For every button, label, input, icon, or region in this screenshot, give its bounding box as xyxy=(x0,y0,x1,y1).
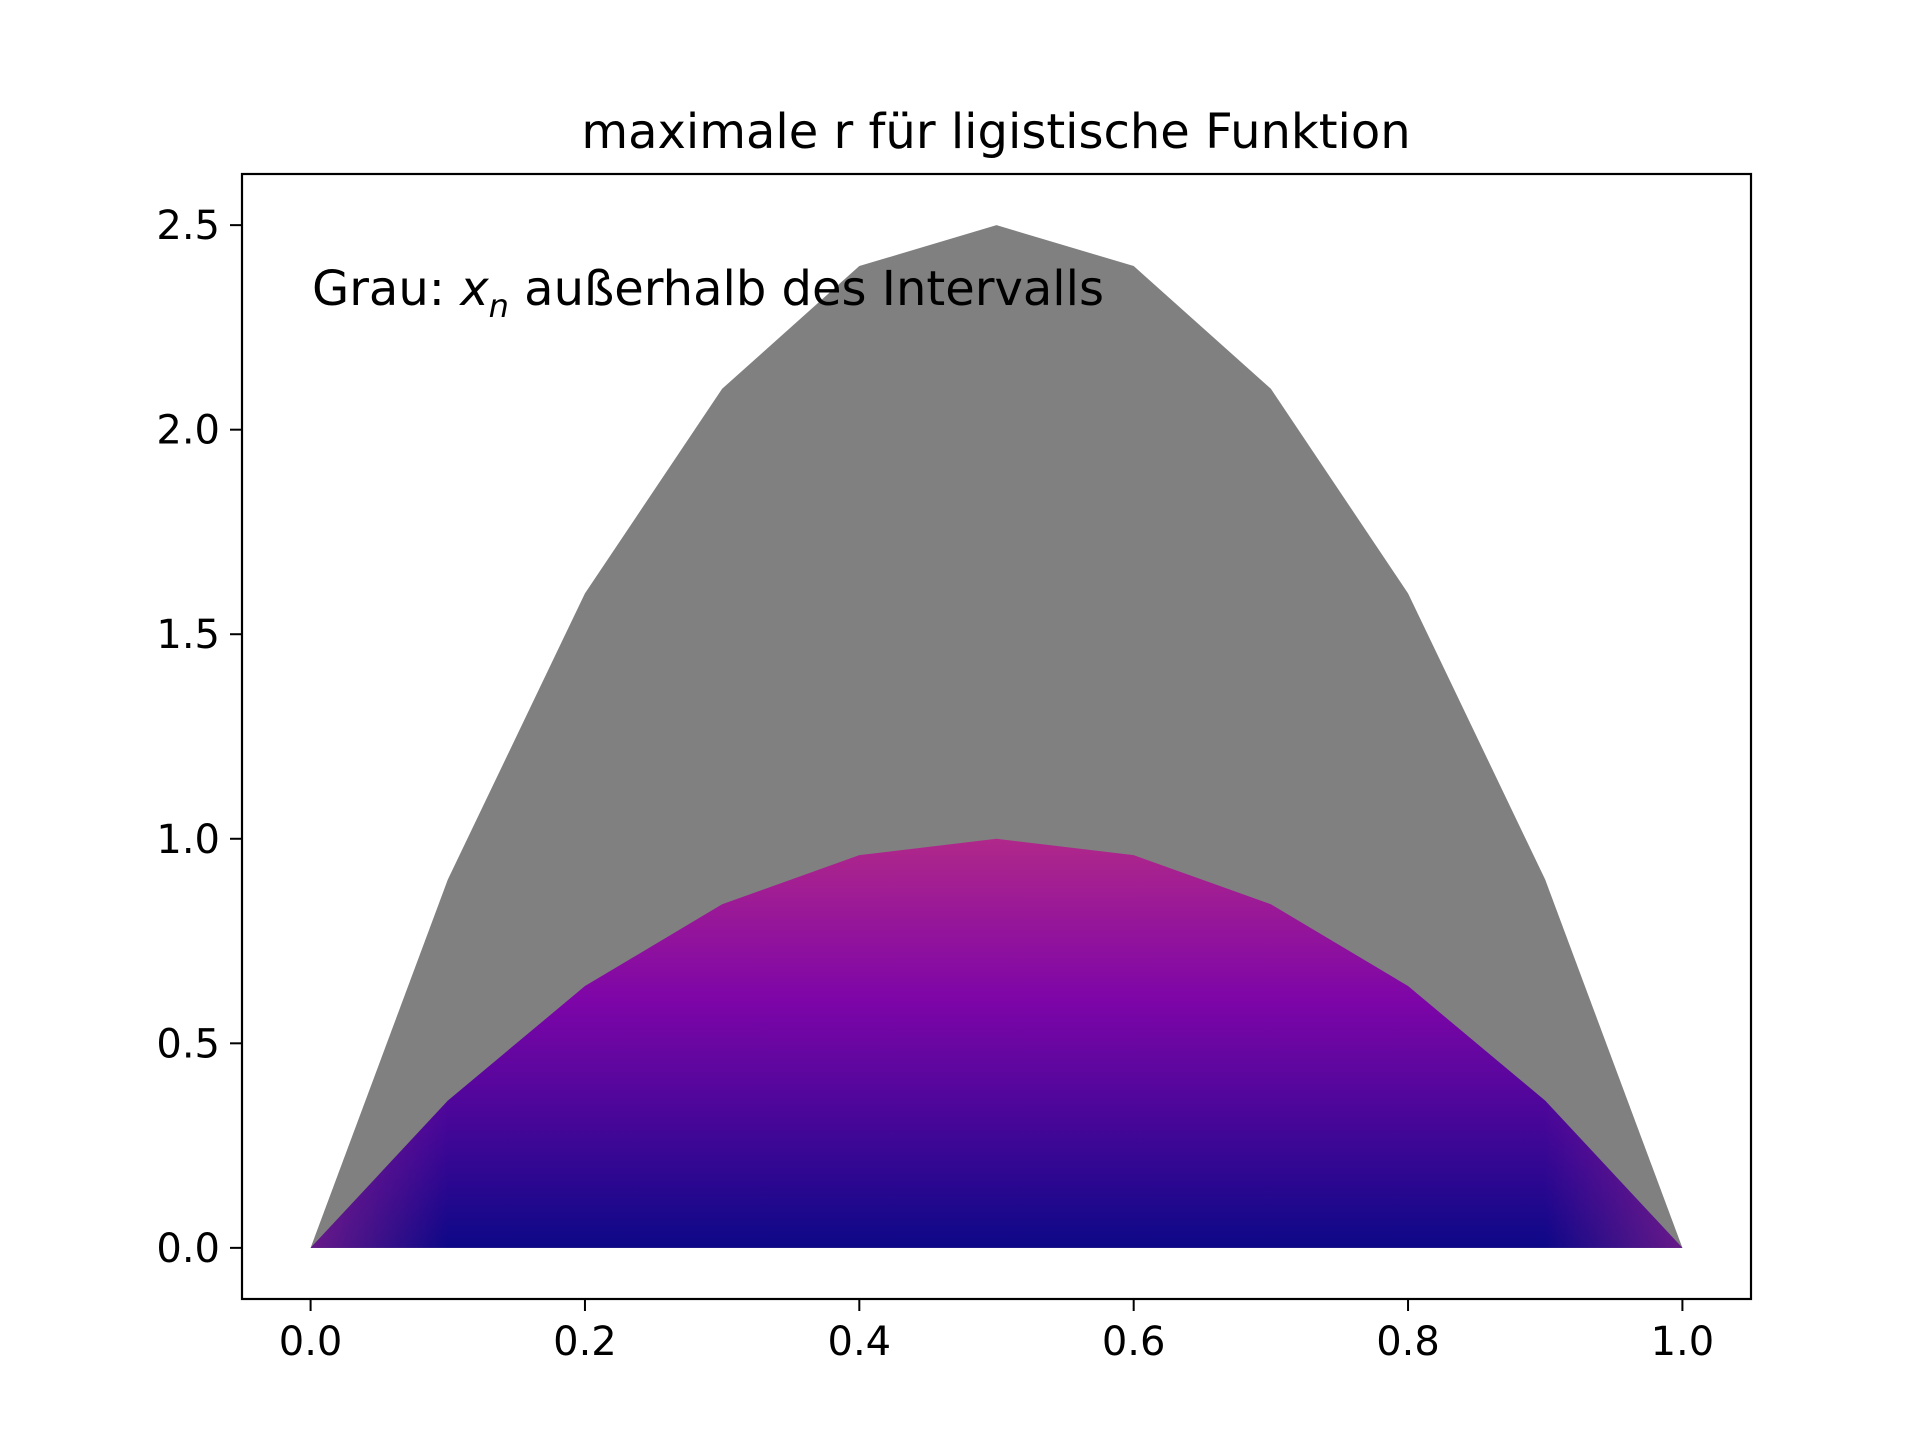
plot-area xyxy=(310,225,1683,1248)
y-tick-label: 2.0 xyxy=(156,408,220,454)
annotation: Grau: xn außerhalb des Intervalls xyxy=(312,261,1104,325)
annotation-suffix: außerhalb des Intervalls xyxy=(509,261,1104,317)
y-tick-label: 0.0 xyxy=(156,1226,220,1272)
y-tick-label: 1.5 xyxy=(156,612,220,658)
x-tick-label: 0.2 xyxy=(553,1319,617,1365)
y-axis: 0.0 0.5 1.0 1.5 2.0 2.5 xyxy=(156,203,242,1272)
annotation-sub: n xyxy=(489,287,509,325)
annotation-prefix: Grau: xyxy=(312,261,460,317)
x-tick-label: 0.8 xyxy=(1376,1319,1440,1365)
y-tick-label: 2.5 xyxy=(156,203,220,249)
x-axis: 0.0 0.2 0.4 0.6 0.8 1.0 xyxy=(279,1299,1714,1365)
annotation-var: x xyxy=(458,261,489,317)
plot-frame xyxy=(240,172,1753,1301)
y-tick-label: 0.5 xyxy=(156,1021,220,1067)
gradient-area-edge xyxy=(310,838,1683,1248)
x-tick-label: 1.0 xyxy=(1651,1319,1715,1365)
x-tick-label: 0.6 xyxy=(1102,1319,1166,1365)
chart-title: maximale r für ligistische Funktion xyxy=(581,104,1410,160)
x-tick-label: 0.0 xyxy=(279,1319,343,1365)
y-tick-label: 1.0 xyxy=(156,817,220,863)
x-tick-label: 0.4 xyxy=(828,1319,892,1365)
